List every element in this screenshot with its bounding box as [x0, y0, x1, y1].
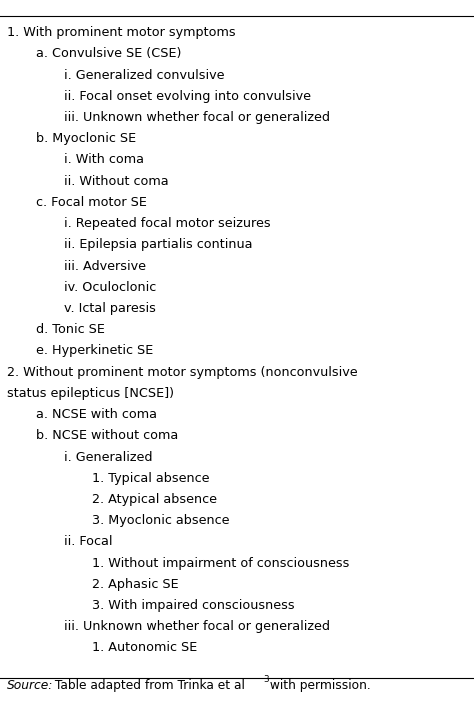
- Text: d. Tonic SE: d. Tonic SE: [36, 324, 104, 336]
- Text: 1. Autonomic SE: 1. Autonomic SE: [92, 641, 198, 654]
- Text: 3. Myoclonic absence: 3. Myoclonic absence: [92, 514, 230, 527]
- Text: ii. Focal onset evolving into convulsive: ii. Focal onset evolving into convulsive: [64, 90, 311, 103]
- Text: iii. Adversive: iii. Adversive: [64, 260, 146, 273]
- Text: 1. With prominent motor symptoms: 1. With prominent motor symptoms: [7, 26, 236, 39]
- Text: b. Myoclonic SE: b. Myoclonic SE: [36, 132, 136, 145]
- Text: ii. Epilepsia partialis continua: ii. Epilepsia partialis continua: [64, 239, 253, 251]
- Text: i. Repeated focal motor seizures: i. Repeated focal motor seizures: [64, 217, 271, 230]
- Text: a. Convulsive SE (CSE): a. Convulsive SE (CSE): [36, 47, 181, 60]
- Text: 1. Typical absence: 1. Typical absence: [92, 472, 210, 485]
- Text: 3. With impaired consciousness: 3. With impaired consciousness: [92, 599, 295, 612]
- Text: iii. Unknown whether focal or generalized: iii. Unknown whether focal or generalize…: [64, 111, 330, 124]
- Text: c. Focal motor SE: c. Focal motor SE: [36, 196, 146, 209]
- Text: 2. Without prominent motor symptoms (nonconvulsive: 2. Without prominent motor symptoms (non…: [7, 365, 358, 379]
- Text: status epilepticus [NCSE]): status epilepticus [NCSE]): [7, 387, 174, 400]
- Text: e. Hyperkinetic SE: e. Hyperkinetic SE: [36, 344, 153, 358]
- Text: 3: 3: [263, 675, 269, 684]
- Text: v. Ictal paresis: v. Ictal paresis: [64, 302, 156, 315]
- Text: i. Generalized convulsive: i. Generalized convulsive: [64, 69, 225, 81]
- Text: iii. Unknown whether focal or generalized: iii. Unknown whether focal or generalize…: [64, 620, 330, 633]
- Text: i. With coma: i. With coma: [64, 154, 144, 166]
- Text: Source:: Source:: [7, 680, 54, 692]
- Text: 1. Without impairment of consciousness: 1. Without impairment of consciousness: [92, 556, 350, 569]
- Text: i. Generalized: i. Generalized: [64, 450, 153, 464]
- Text: b. NCSE without coma: b. NCSE without coma: [36, 429, 178, 442]
- Text: ii. Focal: ii. Focal: [64, 535, 112, 549]
- Text: iv. Oculoclonic: iv. Oculoclonic: [64, 281, 156, 294]
- Text: 2. Atypical absence: 2. Atypical absence: [92, 493, 218, 506]
- Text: 2. Aphasic SE: 2. Aphasic SE: [92, 578, 179, 590]
- Text: with permission.: with permission.: [266, 680, 371, 692]
- Text: ii. Without coma: ii. Without coma: [64, 175, 169, 188]
- Text: Table adapted from Trinka et al: Table adapted from Trinka et al: [51, 680, 245, 692]
- Text: a. NCSE with coma: a. NCSE with coma: [36, 408, 156, 421]
